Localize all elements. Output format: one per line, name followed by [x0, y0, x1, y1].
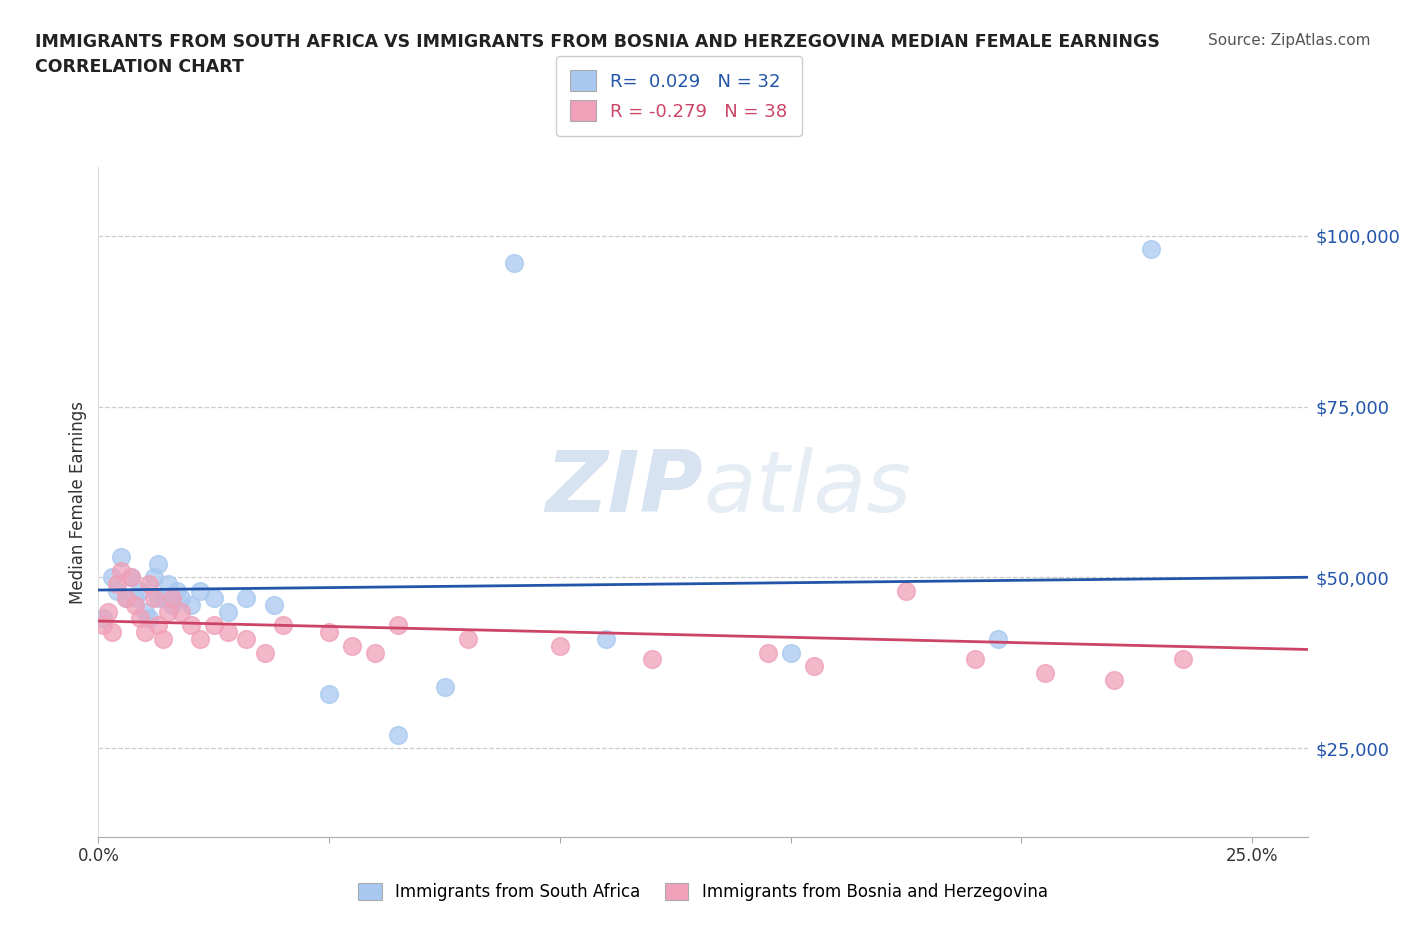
- Text: atlas: atlas: [703, 447, 911, 530]
- Point: [142, 570, 165, 585]
- Point: [134, 625, 156, 640]
- Legend: Immigrants from South Africa, Immigrants from Bosnia and Herzegovina: Immigrants from South Africa, Immigrants…: [352, 876, 1054, 908]
- Point: [97, 604, 120, 619]
- Point: [318, 625, 340, 640]
- Point: [188, 584, 211, 599]
- Point: [105, 577, 128, 591]
- Y-axis label: Median Female Earnings: Median Female Earnings: [69, 401, 87, 604]
- Point: [342, 638, 364, 653]
- Point: [803, 658, 825, 673]
- Point: [965, 652, 987, 667]
- Point: [170, 604, 193, 619]
- Point: [457, 631, 479, 646]
- Point: [253, 645, 276, 660]
- Point: [101, 570, 124, 585]
- Text: CORRELATION CHART: CORRELATION CHART: [35, 58, 245, 75]
- Point: [217, 604, 239, 619]
- Point: [202, 618, 225, 632]
- Point: [1171, 652, 1194, 667]
- Point: [124, 591, 146, 605]
- Point: [180, 618, 202, 632]
- Point: [162, 591, 184, 605]
- Point: [987, 631, 1010, 646]
- Text: Source: ZipAtlas.com: Source: ZipAtlas.com: [1208, 33, 1371, 47]
- Point: [433, 679, 456, 694]
- Point: [271, 618, 294, 632]
- Point: [105, 584, 128, 599]
- Point: [502, 256, 524, 271]
- Point: [217, 625, 239, 640]
- Point: [91, 611, 114, 626]
- Point: [263, 597, 285, 612]
- Point: [129, 584, 152, 599]
- Point: [110, 563, 132, 578]
- Point: [162, 597, 184, 612]
- Point: [115, 591, 138, 605]
- Point: [148, 556, 170, 571]
- Text: IMMIGRANTS FROM SOUTH AFRICA VS IMMIGRANTS FROM BOSNIA AND HERZEGOVINA MEDIAN FE: IMMIGRANTS FROM SOUTH AFRICA VS IMMIGRAN…: [35, 33, 1160, 50]
- Point: [779, 645, 801, 660]
- Legend: R=  0.029   N = 32, R = -0.279   N = 38: R= 0.029 N = 32, R = -0.279 N = 38: [555, 56, 801, 136]
- Point: [101, 625, 124, 640]
- Point: [387, 618, 409, 632]
- Point: [152, 591, 174, 605]
- Point: [641, 652, 664, 667]
- Point: [548, 638, 571, 653]
- Point: [115, 591, 138, 605]
- Point: [110, 550, 132, 565]
- Point: [156, 577, 179, 591]
- Point: [756, 645, 779, 660]
- Point: [166, 584, 188, 599]
- Point: [595, 631, 617, 646]
- Point: [138, 577, 160, 591]
- Point: [148, 618, 170, 632]
- Point: [156, 604, 179, 619]
- Point: [142, 591, 165, 605]
- Point: [180, 597, 202, 612]
- Point: [1033, 666, 1056, 681]
- Point: [91, 618, 114, 632]
- Point: [120, 570, 142, 585]
- Point: [152, 631, 174, 646]
- Point: [202, 591, 225, 605]
- Point: [235, 591, 257, 605]
- Point: [387, 727, 409, 742]
- Point: [235, 631, 257, 646]
- Point: [134, 604, 156, 619]
- Point: [120, 570, 142, 585]
- Point: [170, 591, 193, 605]
- Text: ZIP: ZIP: [546, 447, 703, 530]
- Point: [124, 597, 146, 612]
- Point: [148, 591, 170, 605]
- Point: [138, 611, 160, 626]
- Point: [129, 611, 152, 626]
- Point: [1102, 672, 1125, 687]
- Point: [1139, 242, 1161, 257]
- Point: [894, 584, 917, 599]
- Point: [364, 645, 387, 660]
- Point: [318, 686, 340, 701]
- Point: [188, 631, 211, 646]
